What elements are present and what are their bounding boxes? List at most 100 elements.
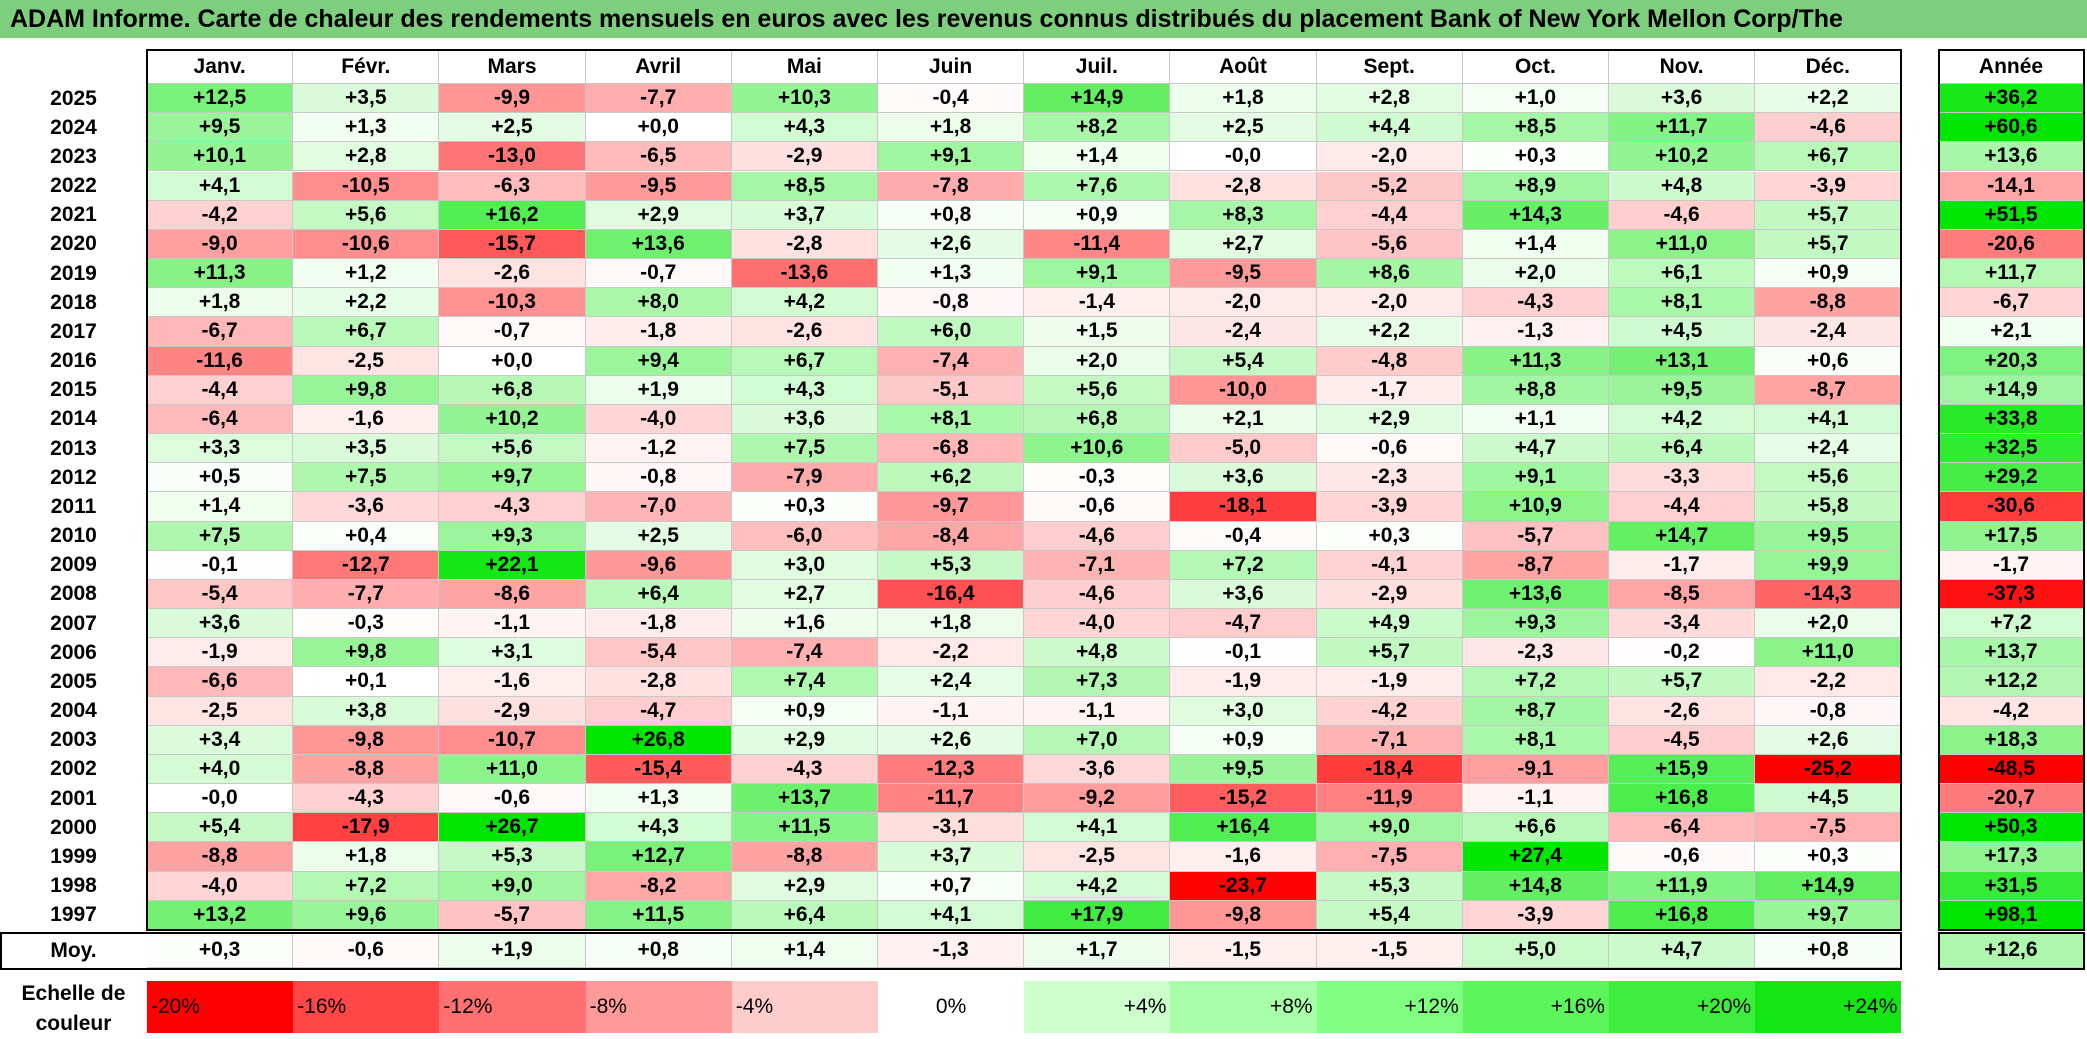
heatmap-cell: -4,8	[1316, 346, 1463, 376]
heatmap-cell: +8,8	[1462, 375, 1609, 405]
month-header: Juil.	[1024, 50, 1171, 84]
heatmap-cell: -2,6	[1609, 696, 1756, 726]
heatmap-cell: +13,2	[147, 900, 294, 930]
heatmap-cell: -8,5	[1609, 579, 1756, 610]
heatmap-cell: +12,7	[585, 842, 732, 872]
heatmap-cell: -5,6	[1316, 229, 1463, 259]
heatmap-cell: -7,5	[1755, 813, 1902, 843]
heatmap-cell: +16,8	[1609, 784, 1756, 814]
heatmap-cell: +10,1	[147, 142, 294, 172]
heatmap-cell: -7,5	[1316, 842, 1463, 872]
heatmap-cell: +3,6	[731, 404, 878, 435]
heatmap-cell: -10,7	[439, 725, 586, 755]
heatmap-cell: +13,6	[585, 229, 732, 259]
heatmap-cell: -5,7	[439, 900, 586, 930]
heatmap-cell: -1,3	[1462, 317, 1609, 347]
heatmap-cell: +6,6	[1462, 813, 1609, 843]
annual-header: Année	[1939, 50, 2084, 84]
heatmap-cell: -1,2	[585, 434, 732, 464]
heatmap-cell: -5,4	[147, 579, 294, 610]
heatmap-cell: -2,5	[147, 696, 294, 726]
average-cell: +1,4	[731, 933, 878, 968]
month-header: Déc.	[1755, 50, 1902, 84]
heatmap-cell: -7,1	[1024, 550, 1171, 580]
heatmap-cell: +5,7	[1755, 229, 1902, 259]
heatmap-cell: -4,7	[585, 696, 732, 726]
heatmap-cell: +0,9	[1024, 200, 1171, 230]
heatmap-cell: -8,6	[439, 579, 586, 610]
heatmap-cell: -1,1	[878, 696, 1025, 726]
heatmap-cell: +1,5	[1024, 317, 1171, 347]
color-scale-stop: +16%	[1462, 981, 1609, 1033]
heatmap-cell: +4,1	[1024, 813, 1171, 843]
heatmap-cell: -2,2	[1755, 667, 1902, 697]
heatmap-cell: -0,4	[878, 84, 1025, 114]
heatmap-cell: -0,0	[147, 784, 294, 814]
heatmap-cell: +8,0	[585, 288, 732, 318]
heatmap-cell: -4,4	[1609, 492, 1756, 522]
heatmap-cell: +3,6	[1609, 84, 1756, 114]
heatmap-cell: +10,2	[1609, 142, 1756, 172]
year-label: 2006	[50, 640, 97, 664]
year-label: 2024	[50, 115, 97, 139]
heatmap-cell: -4,0	[1024, 609, 1171, 639]
heatmap-cell: +4,2	[1024, 871, 1171, 901]
heatmap-cell: -0,3	[293, 609, 440, 639]
color-scale-stop: +12%	[1316, 981, 1463, 1033]
heatmap-cell: -2,6	[439, 259, 586, 289]
heatmap-cell: -2,4	[1170, 317, 1317, 347]
heatmap-cell: +5,7	[1316, 638, 1463, 668]
average-label: Moy.	[50, 938, 97, 962]
average-cell: -0,6	[293, 933, 440, 968]
heatmap-cell: +4,8	[1609, 171, 1756, 201]
heatmap-cell: +7,0	[1024, 725, 1171, 755]
heatmap-cell: +2,0	[1024, 346, 1171, 376]
annual-cell: -1,7	[1939, 550, 2084, 580]
heatmap-cell: +27,4	[1462, 842, 1609, 872]
color-scale-stop: -16%	[293, 981, 440, 1033]
annual-cell: -30,6	[1939, 492, 2084, 522]
heatmap-cell: +2,6	[878, 725, 1025, 755]
heatmap-cell: +3,5	[293, 84, 440, 114]
heatmap-cell: -7,0	[585, 492, 732, 522]
heatmap-cell: -7,4	[878, 346, 1025, 376]
heatmap-cell: -7,4	[731, 638, 878, 668]
heatmap-cell: +2,8	[293, 142, 440, 172]
month-header: Mai	[731, 50, 878, 84]
heatmap-cell: +5,7	[1755, 200, 1902, 230]
heatmap-cell: -9,2	[1024, 784, 1171, 814]
color-scale-stop: -20%	[147, 981, 294, 1033]
heatmap-cell: -2,5	[293, 346, 440, 376]
heatmap-cell: -11,4	[1024, 229, 1171, 259]
heatmap-cell: -5,7	[1462, 521, 1609, 551]
heatmap-cell: -15,7	[439, 229, 586, 259]
heatmap-cell: +7,2	[1170, 550, 1317, 580]
heatmap-cell: -1,1	[439, 609, 586, 639]
heatmap-cell: +16,4	[1170, 813, 1317, 843]
heatmap-cell: -4,6	[1024, 521, 1171, 551]
heatmap-cell: +1,2	[293, 259, 440, 289]
heatmap-cell: -3,4	[1609, 609, 1756, 639]
heatmap-cell: +4,4	[1316, 113, 1463, 143]
heatmap-cell: -2,8	[731, 229, 878, 259]
heatmap-cell: -15,4	[585, 754, 732, 785]
heatmap-cell: -1,9	[147, 638, 294, 668]
annual-cell: +14,9	[1939, 375, 2084, 405]
heatmap-cell: +9,5	[1755, 521, 1902, 551]
heatmap-cell: -6,5	[585, 142, 732, 172]
heatmap-cell: -3,6	[293, 492, 440, 522]
year-label: 2025	[50, 86, 97, 110]
heatmap-cell: -8,7	[1755, 375, 1902, 405]
heatmap-cell: +8,6	[1316, 259, 1463, 289]
heatmap-cell: -9,9	[439, 84, 586, 114]
color-scale-stop: +20%	[1609, 981, 1756, 1033]
annual-cell: +11,7	[1939, 259, 2084, 289]
heatmap-cell: +0,8	[878, 200, 1025, 230]
heatmap-cell: +10,6	[1024, 434, 1171, 464]
heatmap-cell: -8,8	[293, 754, 440, 785]
heatmap-cell: +0,9	[1170, 725, 1317, 755]
heatmap-cell: -6,3	[439, 171, 586, 201]
heatmap-cell: +1,1	[1462, 404, 1609, 435]
heatmap-cell: -0,0	[1170, 142, 1317, 172]
heatmap-cell: -4,7	[1170, 609, 1317, 639]
